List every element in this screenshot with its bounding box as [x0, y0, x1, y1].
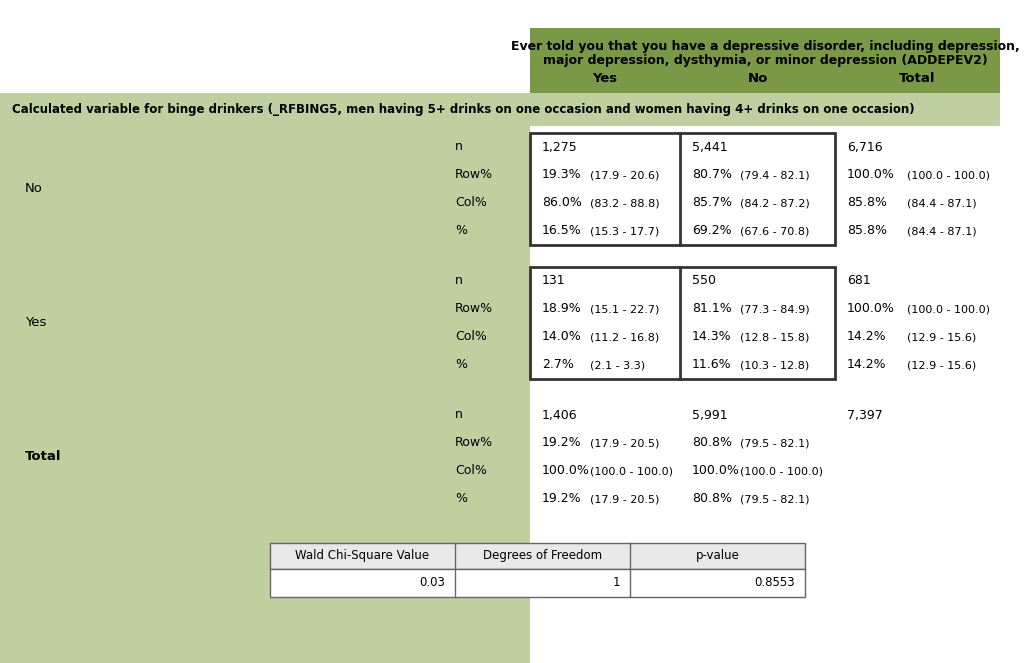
Text: 19.2%: 19.2% [542, 436, 582, 450]
Text: 80.7%: 80.7% [692, 168, 732, 182]
Text: 100.0%: 100.0% [847, 168, 895, 182]
Text: Calculated variable for binge drinkers (_RFBING5, men having 5+ drinks on one oc: Calculated variable for binge drinkers (… [12, 103, 914, 116]
Text: major depression, dysthymia, or minor depression (ADDEPEV2): major depression, dysthymia, or minor de… [543, 54, 987, 67]
Text: No: No [748, 72, 768, 84]
Text: (10.3 - 12.8): (10.3 - 12.8) [740, 360, 809, 370]
Text: 0.8553: 0.8553 [755, 577, 795, 589]
Bar [0, 126, 530, 663]
Text: (77.3 - 84.9): (77.3 - 84.9) [740, 304, 810, 314]
Text: 2.7%: 2.7% [542, 359, 573, 371]
Text: (84.4 - 87.1): (84.4 - 87.1) [907, 198, 977, 208]
Text: (12.8 - 15.8): (12.8 - 15.8) [740, 332, 809, 342]
Text: (79.5 - 82.1): (79.5 - 82.1) [740, 438, 810, 448]
Text: n: n [455, 408, 463, 422]
Bar [530, 133, 835, 245]
Text: 14.2%: 14.2% [847, 330, 887, 343]
Text: %: % [455, 493, 467, 505]
Text: 1,406: 1,406 [542, 408, 578, 422]
Text: %: % [455, 225, 467, 237]
Text: 131: 131 [542, 274, 565, 288]
Text: Degrees of Freedom: Degrees of Freedom [483, 550, 602, 562]
Text: 18.9%: 18.9% [542, 302, 582, 316]
Bar [530, 126, 1000, 663]
Text: Ever told you that you have a depressive disorder, including depression,: Ever told you that you have a depressive… [511, 40, 1019, 52]
Text: Yes: Yes [25, 316, 46, 330]
Text: (12.9 - 15.6): (12.9 - 15.6) [907, 332, 976, 342]
Text: 0.03: 0.03 [419, 577, 445, 589]
Text: Col%: Col% [455, 465, 486, 477]
Text: (17.9 - 20.6): (17.9 - 20.6) [590, 170, 659, 180]
Text: n: n [455, 141, 463, 154]
Text: 16.5%: 16.5% [542, 225, 582, 237]
Text: 1: 1 [612, 577, 620, 589]
Text: (15.3 - 17.7): (15.3 - 17.7) [590, 226, 659, 236]
Text: 19.2%: 19.2% [542, 493, 582, 505]
Text: 14.3%: 14.3% [692, 330, 731, 343]
Text: Col%: Col% [455, 330, 486, 343]
Text: (84.2 - 87.2): (84.2 - 87.2) [740, 198, 810, 208]
Text: (17.9 - 20.5): (17.9 - 20.5) [590, 438, 659, 448]
Text: 80.8%: 80.8% [692, 493, 732, 505]
Text: Total: Total [25, 450, 61, 463]
Bar [270, 569, 805, 597]
Text: 14.0%: 14.0% [542, 330, 582, 343]
Text: 81.1%: 81.1% [692, 302, 732, 316]
Text: n: n [455, 274, 463, 288]
Text: (100.0 - 100.0): (100.0 - 100.0) [907, 170, 990, 180]
Text: 5,991: 5,991 [692, 408, 728, 422]
Text: %: % [455, 359, 467, 371]
Text: 6,716: 6,716 [847, 141, 883, 154]
Text: Row%: Row% [455, 168, 494, 182]
Text: 100.0%: 100.0% [542, 465, 590, 477]
Text: (15.1 - 22.7): (15.1 - 22.7) [590, 304, 659, 314]
Text: Row%: Row% [455, 436, 494, 450]
Text: (67.6 - 70.8): (67.6 - 70.8) [740, 226, 809, 236]
Text: 80.8%: 80.8% [692, 436, 732, 450]
Text: (17.9 - 20.5): (17.9 - 20.5) [590, 494, 659, 504]
Text: No: No [25, 182, 43, 196]
Text: (100.0 - 100.0): (100.0 - 100.0) [907, 304, 990, 314]
Text: Total: Total [899, 72, 936, 84]
Text: 85.8%: 85.8% [847, 225, 887, 237]
Text: 7,397: 7,397 [847, 408, 883, 422]
Text: Yes: Yes [593, 72, 617, 84]
Text: 550: 550 [692, 274, 716, 288]
Text: (84.4 - 87.1): (84.4 - 87.1) [907, 226, 977, 236]
Bar [270, 543, 805, 569]
Text: 100.0%: 100.0% [847, 302, 895, 316]
Text: Row%: Row% [455, 302, 494, 316]
Bar [530, 267, 835, 379]
Text: 14.2%: 14.2% [847, 359, 887, 371]
Bar [530, 28, 1000, 93]
Text: 11.6%: 11.6% [692, 359, 731, 371]
Text: (2.1 - 3.3): (2.1 - 3.3) [590, 360, 645, 370]
Text: (100.0 - 100.0): (100.0 - 100.0) [590, 466, 673, 476]
Text: (100.0 - 100.0): (100.0 - 100.0) [740, 466, 823, 476]
Text: 19.3%: 19.3% [542, 168, 582, 182]
Text: 85.7%: 85.7% [692, 196, 732, 210]
Text: Wald Chi-Square Value: Wald Chi-Square Value [296, 550, 429, 562]
Text: 86.0%: 86.0% [542, 196, 582, 210]
Text: p-value: p-value [695, 550, 739, 562]
Text: (11.2 - 16.8): (11.2 - 16.8) [590, 332, 659, 342]
Text: 5,441: 5,441 [692, 141, 728, 154]
Text: 1,275: 1,275 [542, 141, 578, 154]
Text: 681: 681 [847, 274, 870, 288]
Text: 69.2%: 69.2% [692, 225, 731, 237]
Bar [0, 93, 1000, 126]
Text: 85.8%: 85.8% [847, 196, 887, 210]
Text: (12.9 - 15.6): (12.9 - 15.6) [907, 360, 976, 370]
Text: (79.4 - 82.1): (79.4 - 82.1) [740, 170, 810, 180]
Text: (83.2 - 88.8): (83.2 - 88.8) [590, 198, 659, 208]
Text: Col%: Col% [455, 196, 486, 210]
Text: (79.5 - 82.1): (79.5 - 82.1) [740, 494, 810, 504]
Text: 100.0%: 100.0% [692, 465, 740, 477]
